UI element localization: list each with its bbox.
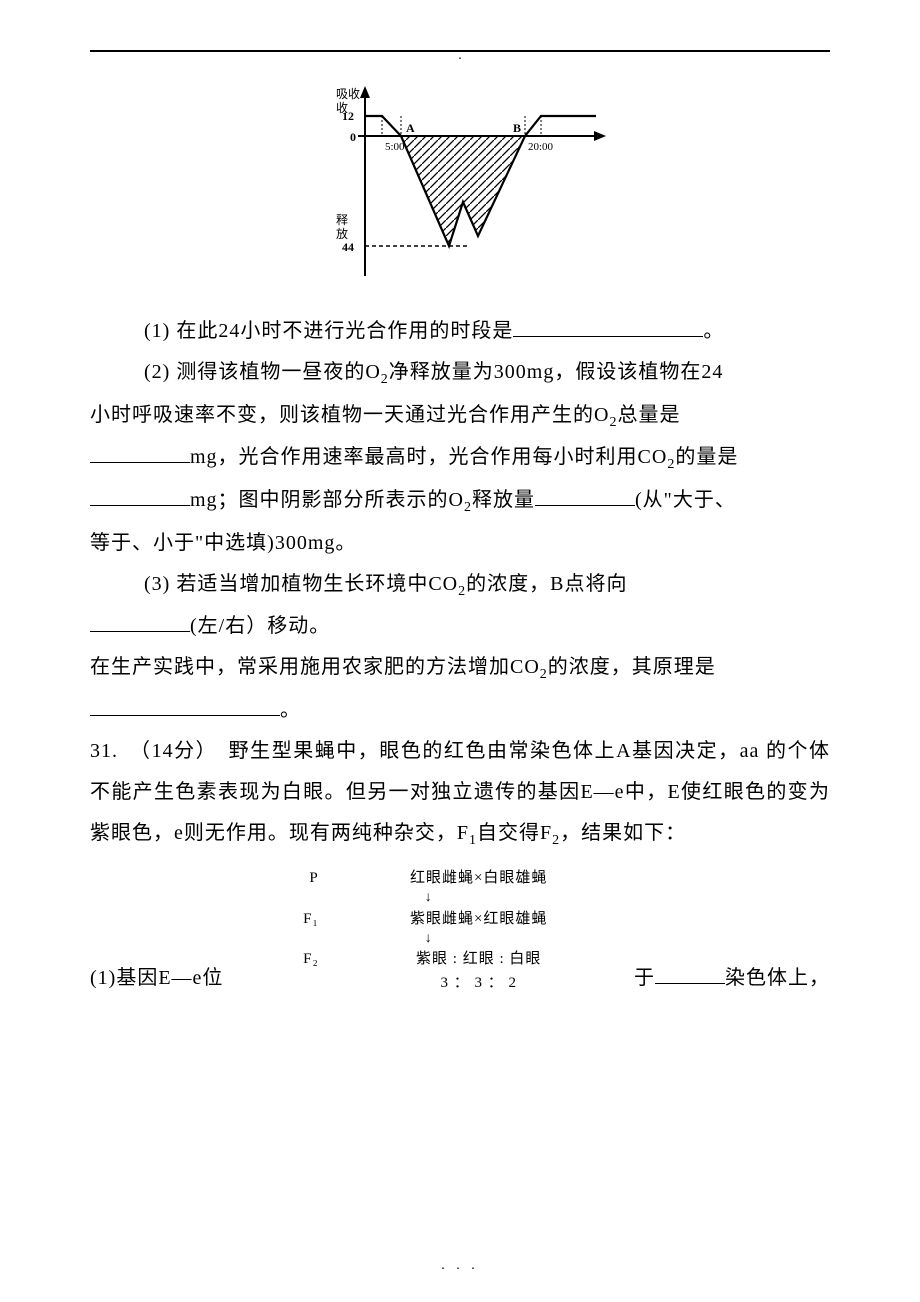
cross-f1-val: 紫眼雌蝇×红眼雄蝇 bbox=[379, 907, 579, 931]
sub-f2a: 2 bbox=[552, 833, 560, 848]
qx-l1b: 的浓度，其原理是 bbox=[548, 656, 716, 678]
q31-b: 自交得F bbox=[477, 822, 552, 844]
q-part2-l2: 小时呼吸速率不变，则该植物一天通过光合作用产生的O2总量是 bbox=[90, 395, 830, 438]
y-label-bot: 释 bbox=[336, 213, 348, 227]
y-label-top: 吸收 bbox=[336, 87, 360, 101]
cross-f2-val: 紫眼 : 红眼 : 白眼 bbox=[379, 947, 579, 971]
ytick-0: 0 bbox=[350, 130, 356, 144]
y-label-bot2: 放 bbox=[336, 226, 348, 241]
q31-a: 31. （14分） 野生型果蝇中，眼色的红色由常染色体上A基因决定，aa 的个体… bbox=[90, 740, 830, 844]
sub-f1a: 1 bbox=[469, 833, 477, 848]
qx-l1a: 在生产实践中，常采用施用农家肥的方法增加CO bbox=[90, 656, 540, 678]
q2-l2b: 总量是 bbox=[617, 404, 680, 426]
cross-f2-row: F₂ 紫眼 : 红眼 : 白眼 bbox=[223, 947, 634, 971]
sub-2a: 2 bbox=[381, 372, 389, 387]
blank-6[interactable] bbox=[90, 698, 280, 716]
q31-sub1-b: 于 bbox=[634, 967, 655, 989]
q-extra-l1: 在生产实践中，常采用施用农家肥的方法增加CO2的浓度，其原理是 bbox=[90, 647, 830, 690]
sub-2d: 2 bbox=[464, 500, 472, 515]
cross-arrow1: ↓ bbox=[223, 890, 634, 907]
cross-p-row: P 红眼雌蝇×白眼雄蝇 bbox=[223, 866, 634, 890]
cross-f2-label: F₂ bbox=[279, 947, 319, 971]
q-part2-l5: 等于、小于"中选填)300mg。 bbox=[90, 523, 830, 564]
q-part2-l3: mg，光合作用速率最高时，光合作用每小时利用CO2的量是 bbox=[90, 437, 830, 480]
blank-1[interactable] bbox=[513, 319, 703, 337]
q3-l2: (左/右）移动。 bbox=[190, 615, 330, 637]
q-part3-l2: (左/右）移动。 bbox=[90, 606, 830, 647]
blank-4[interactable] bbox=[535, 488, 635, 506]
label-a: A bbox=[406, 121, 415, 135]
absorption-release-chart: 吸收 收 释 放 12 0 44 5:00 20:00 A B bbox=[310, 76, 610, 286]
q-extra-l2: 。 bbox=[90, 690, 830, 731]
blank-2[interactable] bbox=[90, 445, 190, 463]
sub-xa: 2 bbox=[540, 667, 548, 682]
footer-dots: . . . bbox=[0, 1258, 920, 1274]
xtick-5: 5:00 bbox=[385, 141, 405, 153]
q2-l5: 等于、小于"中选填)300mg。 bbox=[90, 532, 356, 554]
blank-7[interactable] bbox=[655, 966, 725, 984]
q-part2-l1: (2) 测得该植物一昼夜的O2净释放量为300mg，假设该植物在24 bbox=[90, 352, 830, 395]
q2-l4a: mg；图中阴影部分所表示的O bbox=[190, 489, 464, 511]
q-part3-l1: (3) 若适当增加植物生长环境中CO2的浓度，B点将向 bbox=[90, 564, 830, 607]
q-part2-l4: mg；图中阴影部分所表示的O2释放量 (从"大于、 bbox=[90, 480, 830, 523]
q2-l4b: 释放量 bbox=[472, 489, 535, 511]
cross-diagram: P 红眼雌蝇×白眼雄蝇 ↓ F₁ 紫眼雌蝇×红眼雄蝇 ↓ F₂ 紫眼 : 红眼 … bbox=[223, 866, 634, 996]
blank-5[interactable] bbox=[90, 614, 190, 632]
q2-l3b: 的量是 bbox=[675, 446, 738, 468]
q2-l2a: 小时呼吸速率不变，则该植物一天通过光合作用产生的O bbox=[90, 404, 609, 426]
chart-container: 吸收 收 释 放 12 0 44 5:00 20:00 A B bbox=[90, 76, 830, 291]
q31-sub1-c: 染色体上， bbox=[725, 967, 830, 989]
sub-3a: 2 bbox=[458, 584, 466, 599]
ytick-44: 44 bbox=[342, 240, 354, 254]
cross-f1-row: F₁ 紫眼雌蝇×红眼雄蝇 bbox=[223, 907, 634, 931]
cross-ratio: 3 ： 3 ： 2 bbox=[379, 971, 579, 995]
q2-l4c: (从"大于、 bbox=[635, 489, 736, 511]
q3-l1a: (3) 若适当增加植物生长环境中CO bbox=[144, 573, 458, 595]
xtick-20: 20:00 bbox=[528, 141, 554, 153]
q31-stem: 31. （14分） 野生型果蝇中，眼色的红色由常染色体上A基因决定，aa 的个体… bbox=[90, 731, 830, 856]
q2-l1a: (2) 测得该植物一昼夜的O bbox=[144, 361, 381, 383]
q31-sub1-row: (1)基因E—e位 P 红眼雌蝇×白眼雄蝇 ↓ F₁ 紫眼雌蝇×红眼雄蝇 ↓ F… bbox=[90, 856, 830, 1000]
cross-p-val: 红眼雌蝇×白眼雄蝇 bbox=[379, 866, 579, 890]
q-part1-text: (1) 在此24小时不进行光合作用的时段是 bbox=[144, 320, 513, 342]
q-part1-suffix: 。 bbox=[703, 320, 724, 342]
q2-l3a: mg，光合作用速率最高时，光合作用每小时利用CO bbox=[190, 446, 667, 468]
cross-arrow2: ↓ bbox=[223, 931, 634, 948]
q2-l1b: 净释放量为300mg，假设该植物在24 bbox=[389, 361, 724, 383]
q31-sub1-left: (1)基因E—e位 bbox=[90, 958, 223, 999]
q-part1: (1) 在此24小时不进行光合作用的时段是 。 bbox=[90, 311, 830, 352]
cross-ratio-row: 3 ： 3 ： 2 bbox=[223, 971, 634, 995]
header-dot: . bbox=[90, 48, 830, 64]
q31-sub1-right: 于 染色体上， bbox=[634, 958, 830, 999]
q3-l1b: 的浓度，B点将向 bbox=[466, 573, 627, 595]
blank-3[interactable] bbox=[90, 488, 190, 506]
cross-p-label: P bbox=[279, 866, 319, 890]
qx-suf: 。 bbox=[280, 699, 301, 721]
q31-c: ，结果如下： bbox=[560, 822, 686, 844]
ytick-12: 12 bbox=[342, 109, 354, 123]
cross-f1-label: F₁ bbox=[279, 907, 319, 931]
label-b: B bbox=[513, 121, 521, 135]
